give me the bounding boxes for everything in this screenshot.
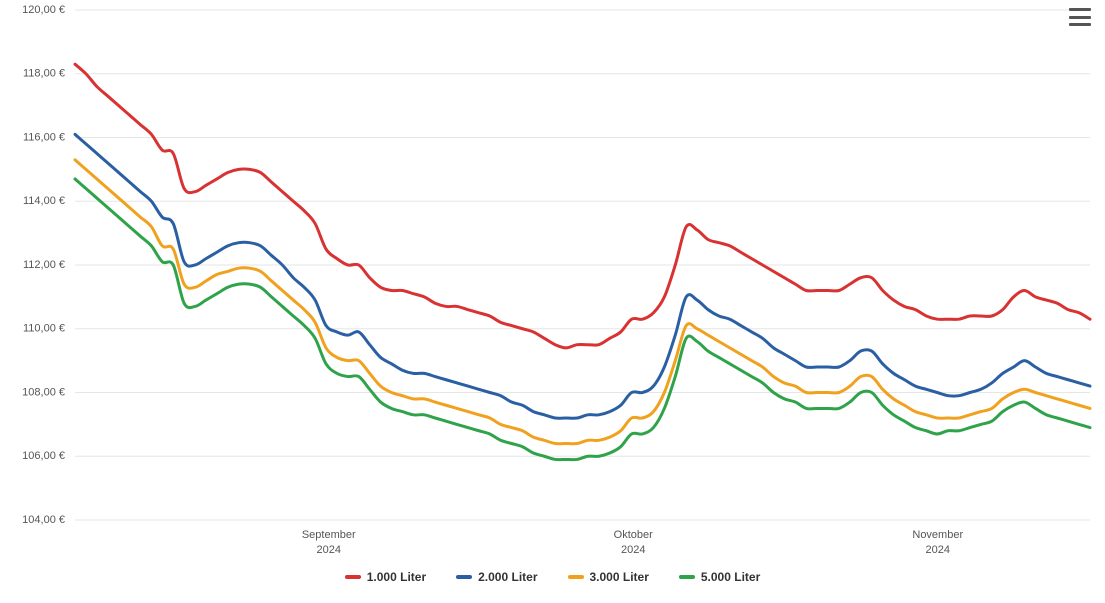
legend-swatch bbox=[456, 575, 472, 579]
y-axis-label: 112,00 € bbox=[23, 259, 65, 271]
x-axis-label: Oktober bbox=[614, 529, 653, 541]
line-chart: 104,00 € 106,00 € 108,00 € 110,00 € 112,00 €… bbox=[0, 0, 1105, 560]
legend-swatch bbox=[568, 575, 584, 579]
chart-container: 104,00 € 106,00 € 108,00 € 110,00 € 112,00 €… bbox=[0, 0, 1105, 603]
legend-label: 3.000 Liter bbox=[590, 570, 649, 584]
x-axis-label-sub: 2024 bbox=[926, 544, 950, 556]
x-axis-label: November bbox=[912, 529, 963, 541]
x-axis-label-sub: 2024 bbox=[621, 544, 645, 556]
series-1000 bbox=[75, 64, 1090, 348]
x-axis-label: September bbox=[302, 529, 356, 541]
legend-label: 1.000 Liter bbox=[367, 570, 426, 584]
y-axis-label: 118,00 € bbox=[23, 68, 65, 80]
legend-label: 5.000 Liter bbox=[701, 570, 760, 584]
legend-label: 2.000 Liter bbox=[478, 570, 537, 584]
legend-item-series-3000[interactable]: 3.000 Liter bbox=[568, 570, 649, 584]
legend-item-series-2000[interactable]: 2.000 Liter bbox=[456, 570, 537, 584]
legend-item-series-5000[interactable]: 5.000 Liter bbox=[679, 570, 760, 584]
chart-legend: 1.000 Liter 2.000 Liter 3.000 Liter 5.000 L… bbox=[0, 570, 1105, 584]
x-axis-label-sub: 2024 bbox=[317, 544, 341, 556]
legend-swatch bbox=[679, 575, 695, 579]
y-axis-label: 108,00 € bbox=[22, 386, 65, 398]
y-axis-label: 106,00 € bbox=[22, 450, 65, 462]
y-axis-label: 120,00 € bbox=[22, 4, 65, 16]
y-axis-label: 110,00 € bbox=[23, 323, 65, 335]
chart-menu-icon[interactable] bbox=[1069, 8, 1091, 26]
y-axis-label: 104,00 € bbox=[22, 514, 65, 526]
series-2000 bbox=[75, 134, 1090, 418]
legend-item-series-1000[interactable]: 1.000 Liter bbox=[345, 570, 426, 584]
legend-swatch bbox=[345, 575, 361, 579]
series-3000 bbox=[75, 160, 1090, 444]
y-axis-label: 114,00 € bbox=[23, 195, 65, 207]
y-axis-label: 116,00 € bbox=[23, 131, 65, 143]
